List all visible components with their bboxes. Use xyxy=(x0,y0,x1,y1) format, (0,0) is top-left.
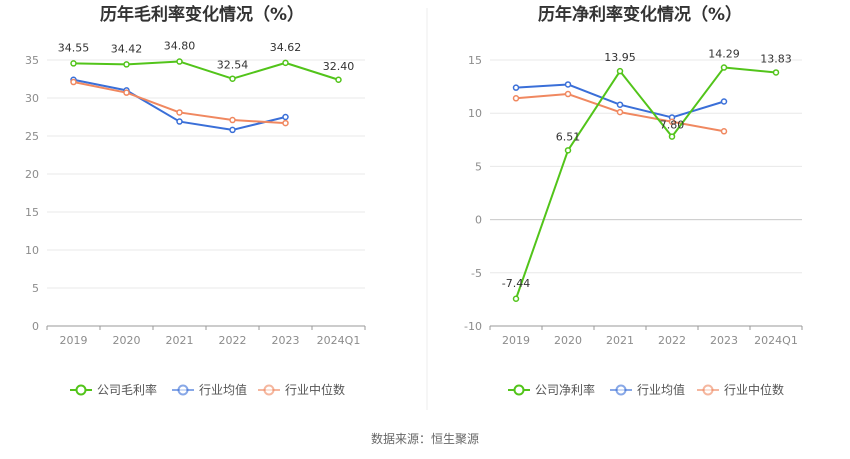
data-point xyxy=(668,118,676,125)
y-tick-label: 5 xyxy=(475,160,482,173)
data-label: 34.42 xyxy=(111,42,143,55)
data-point xyxy=(229,75,236,82)
y-tick-label: 25 xyxy=(25,130,39,143)
legend-item-label: 公司净利率 xyxy=(535,382,595,397)
x-tick-label: 2019 xyxy=(60,334,88,347)
series-line-0 xyxy=(515,66,777,300)
data-point xyxy=(123,89,130,96)
data-point xyxy=(564,147,572,154)
legend-item-label: 公司毛利率 xyxy=(97,382,157,397)
data-source: 数据来源：恒生聚源 xyxy=(371,431,479,446)
x-tick-label: 2020 xyxy=(554,334,582,347)
data-point xyxy=(229,116,236,124)
data-point xyxy=(229,126,236,134)
y-tick-label: 0 xyxy=(475,214,482,227)
net-margin-chart: 历年净利率变化情况（%） -10 -5 0 5 10 15 2019 2020 2021 2022… xyxy=(464,4,803,397)
data-point xyxy=(720,128,728,135)
y-tick-label: 15 xyxy=(25,206,39,219)
data-label: 32.54 xyxy=(217,59,249,72)
legend-item-label: 行业均值 xyxy=(199,382,247,397)
data-point xyxy=(176,109,183,116)
data-point xyxy=(123,61,130,68)
y-tick-label: 10 xyxy=(25,244,39,257)
legend-swatch-marker xyxy=(75,384,87,396)
legend-swatch-marker xyxy=(615,384,627,396)
data-point xyxy=(564,81,572,88)
y-tick-label: 20 xyxy=(25,168,39,181)
legend-item-label: 行业中位数 xyxy=(724,382,784,397)
y-tick-label: 0 xyxy=(32,320,39,333)
data-point xyxy=(335,76,342,84)
x-tick-label: 2024Q1 xyxy=(317,334,361,347)
y-tick-label: 10 xyxy=(468,107,482,120)
data-label: -7.44 xyxy=(502,277,530,290)
data-point xyxy=(176,118,183,125)
legend-swatch-marker xyxy=(263,384,275,396)
data-label: 13.83 xyxy=(760,52,792,65)
x-tick-label: 2024Q1 xyxy=(754,334,798,347)
y-tick-label: 15 xyxy=(468,54,482,67)
x-tick-label: 2022 xyxy=(658,334,686,347)
data-point xyxy=(176,58,183,65)
data-point xyxy=(70,60,77,67)
legend-item-label: 行业中位数 xyxy=(285,382,345,397)
data-point xyxy=(564,90,572,98)
x-tick-label: 2022 xyxy=(219,334,247,347)
y-tick-label: -5 xyxy=(471,267,482,280)
x-tick-label: 2021 xyxy=(606,334,634,347)
data-point xyxy=(282,119,289,127)
gross-margin-chart: 历年毛利率变化情况（%） 0 5 10 15 20 25 30 35 2019 2020 2021 2… xyxy=(25,4,366,397)
legend-item-label: 行业均值 xyxy=(637,382,685,397)
data-label: 6.51 xyxy=(556,130,581,143)
data-point xyxy=(616,67,624,75)
data-point xyxy=(616,108,624,116)
data-point xyxy=(668,133,676,140)
data-label: 32.40 xyxy=(323,60,355,73)
x-tick-label: 2019 xyxy=(502,334,530,347)
data-point xyxy=(616,101,624,108)
data-point xyxy=(512,95,520,102)
data-label: 7.80 xyxy=(660,119,685,132)
data-label: 14.29 xyxy=(708,48,740,61)
data-point xyxy=(70,78,77,86)
data-point xyxy=(282,113,289,121)
x-tick-label: 2023 xyxy=(272,334,300,347)
y-tick-label: 5 xyxy=(32,282,39,295)
data-point xyxy=(512,295,520,303)
chart-title: 历年毛利率变化情况（%） xyxy=(100,4,304,25)
x-tick-label: 2023 xyxy=(710,334,738,347)
data-label: 34.80 xyxy=(164,40,196,53)
data-point xyxy=(282,59,289,67)
data-label: 34.62 xyxy=(270,41,302,54)
legend-swatch-marker xyxy=(513,384,525,396)
data-label: 34.55 xyxy=(58,41,90,54)
data-point xyxy=(512,84,520,91)
y-tick-label: -10 xyxy=(464,320,482,333)
legend-swatch-marker xyxy=(702,384,714,396)
data-point xyxy=(720,98,728,105)
x-tick-label: 2021 xyxy=(166,334,194,347)
legend-swatch-marker xyxy=(177,384,189,396)
data-point xyxy=(772,69,780,76)
data-label: 13.95 xyxy=(604,51,636,64)
y-tick-label: 35 xyxy=(25,54,39,67)
series-line-0 xyxy=(73,60,339,81)
series-line-2 xyxy=(73,81,286,125)
data-point xyxy=(720,64,728,71)
x-tick-label: 2020 xyxy=(113,334,141,347)
y-tick-label: 30 xyxy=(25,92,39,105)
chart-title: 历年净利率变化情况（%） xyxy=(538,4,742,25)
